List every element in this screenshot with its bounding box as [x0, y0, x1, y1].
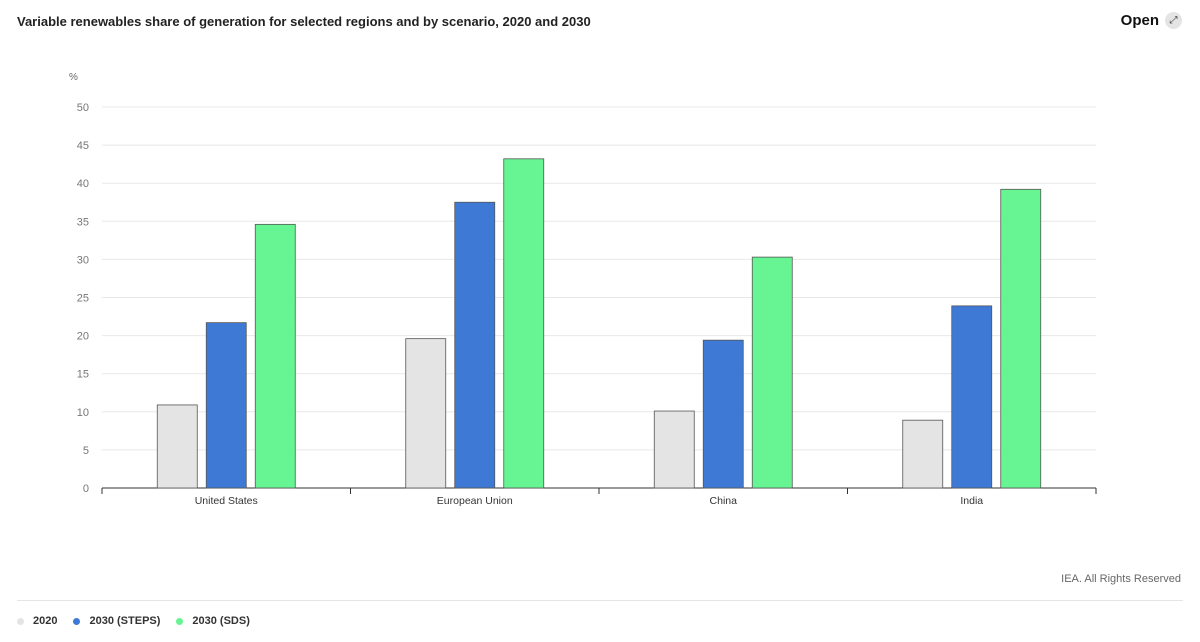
legend-label: 2020: [33, 615, 58, 627]
bar-2020-india: [902, 419, 944, 489]
chart-title: Variable renewables share of generation …: [17, 14, 591, 29]
bar-2030-steps--european-union: [454, 201, 496, 489]
credit-text: IEA. All Rights Reserved: [1061, 573, 1181, 585]
bar-2020-european-union: [405, 338, 447, 489]
y-tick-label: 50: [77, 102, 89, 114]
open-button[interactable]: Open ⤢: [1121, 12, 1182, 29]
y-tick-label: 35: [77, 216, 89, 228]
x-tick-label: European Union: [437, 495, 513, 507]
divider: [17, 600, 1183, 601]
legend: 2020 2030 (STEPS) 2030 (SDS): [17, 615, 250, 627]
y-tick-label: 30: [77, 254, 89, 266]
expand-icon: ⤢: [1165, 12, 1182, 29]
bar-2030-sds--india: [1000, 188, 1042, 489]
legend-dot-icon: [17, 617, 24, 625]
legend-dot-icon: [73, 617, 81, 625]
legend-label: 2030 (SDS): [192, 615, 250, 627]
bar-2030-sds--china: [751, 256, 793, 489]
bar-chart: % 0 5 10 15 20 25 30 35 40 45 50 United States Europe…: [69, 72, 1097, 507]
bar-2020-china: [653, 410, 695, 489]
bar-2030-steps--united-states: [205, 322, 247, 489]
legend-label: 2030 (STEPS): [89, 615, 161, 627]
y-tick-label: 25: [77, 293, 89, 305]
y-axis-label: %: [69, 72, 78, 83]
open-label: Open: [1120, 12, 1159, 29]
y-tick-label: 10: [77, 407, 89, 419]
bar-2030-sds--european-union: [503, 158, 545, 489]
y-tick-label: 0: [83, 483, 89, 495]
y-tick-label: 15: [77, 369, 89, 381]
y-tick-label: 20: [77, 331, 89, 343]
y-tick-label: 45: [77, 140, 89, 152]
legend-dot-icon: [176, 617, 184, 625]
legend-item[interactable]: 2020: [17, 615, 57, 627]
x-tick-label: India: [960, 495, 983, 507]
legend-item[interactable]: 2030 (STEPS): [73, 615, 160, 627]
y-tick-label: 40: [77, 178, 89, 190]
bar-2020-united-states: [156, 404, 198, 489]
bar-2030-steps--china: [702, 339, 744, 489]
y-tick-label: 5: [83, 445, 89, 457]
x-tick-label: United States: [195, 495, 258, 507]
x-tick-label: China: [710, 495, 738, 507]
legend-item[interactable]: 2030 (SDS): [176, 615, 250, 627]
bar-2030-sds--united-states: [254, 223, 296, 489]
bar-2030-steps--india: [951, 305, 993, 489]
